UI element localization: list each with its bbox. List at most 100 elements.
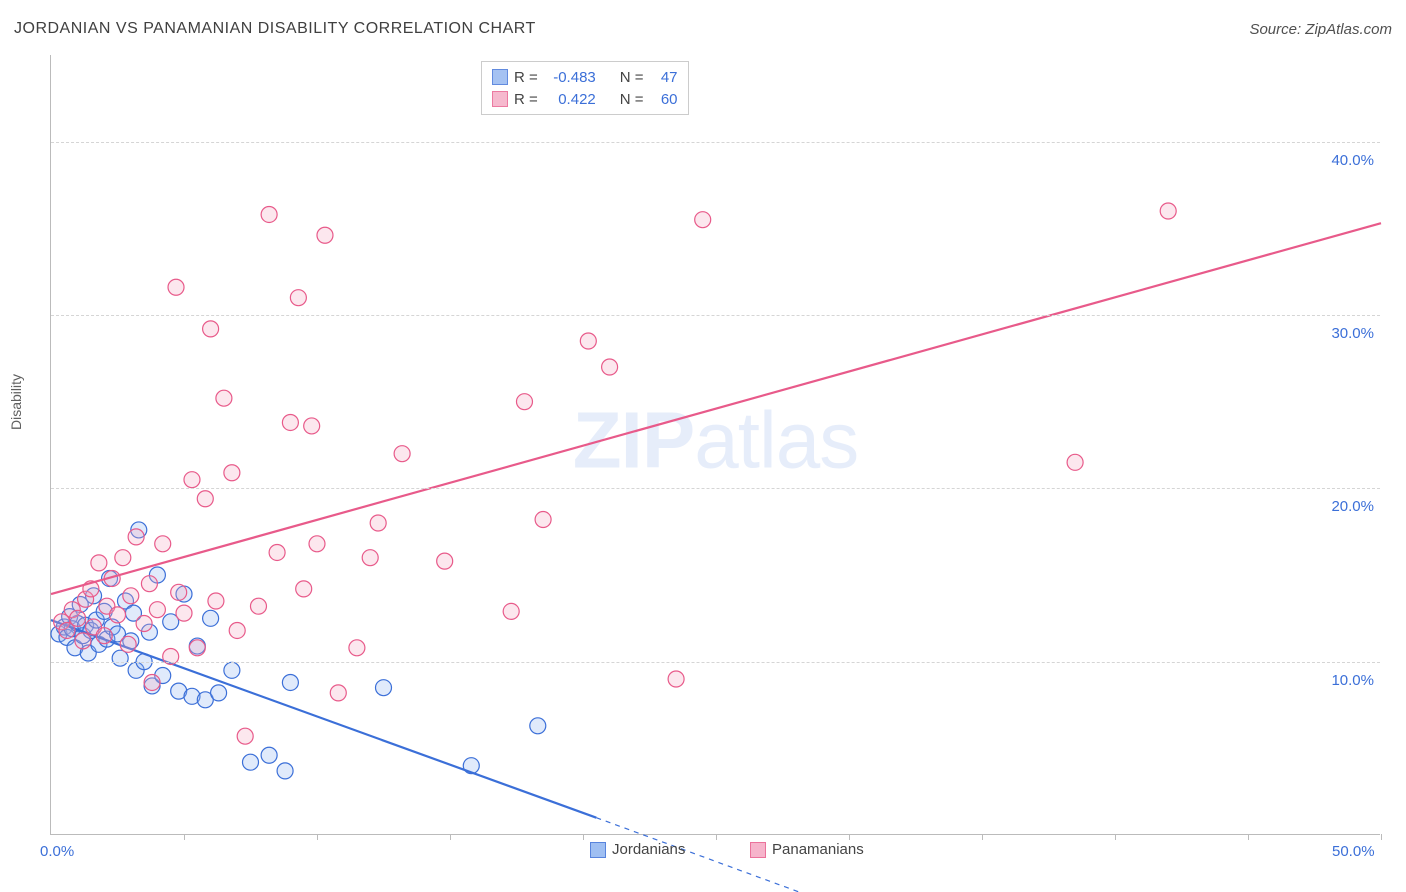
x-tick xyxy=(982,834,983,840)
data-point xyxy=(155,536,171,552)
data-point xyxy=(197,491,213,507)
legend-swatch xyxy=(590,842,606,858)
data-point xyxy=(203,321,219,337)
legend-item: Jordanians xyxy=(590,841,685,858)
legend-swatch xyxy=(492,69,508,85)
x-tick-label: 0.0% xyxy=(40,843,74,860)
data-point xyxy=(535,512,551,528)
x-tick xyxy=(716,834,717,840)
r-value: -0.483 xyxy=(544,69,596,86)
x-tick xyxy=(317,834,318,840)
data-point xyxy=(376,680,392,696)
y-tick-label: 10.0% xyxy=(1331,672,1374,689)
data-point xyxy=(189,640,205,656)
n-value: 47 xyxy=(650,69,678,86)
x-tick xyxy=(450,834,451,840)
data-point xyxy=(269,544,285,560)
stats-row: R = 0.422 N = 60 xyxy=(492,88,678,110)
data-point xyxy=(224,662,240,678)
gridline xyxy=(51,315,1380,316)
data-point xyxy=(394,446,410,462)
data-point xyxy=(168,279,184,295)
r-label: R = xyxy=(514,69,538,86)
r-value: 0.422 xyxy=(544,91,596,108)
correlation-stats-box: R = -0.483 N = 47 R = 0.422 N = 60 xyxy=(481,61,689,115)
x-tick xyxy=(1381,834,1382,840)
legend-swatch xyxy=(750,842,766,858)
data-point xyxy=(120,636,136,652)
r-label: R = xyxy=(514,91,538,108)
chart-area: ZIPatlas 10.0%20.0%30.0%40.0%R =-0.483N … xyxy=(50,55,1380,835)
data-point xyxy=(128,529,144,545)
data-point xyxy=(91,555,107,571)
legend-item: Panamanians xyxy=(750,841,864,858)
n-value: 60 xyxy=(650,91,678,108)
data-point xyxy=(141,576,157,592)
trend-line xyxy=(51,223,1381,594)
n-label: N = xyxy=(620,91,644,108)
data-point xyxy=(237,728,253,744)
data-point xyxy=(229,622,245,638)
data-point xyxy=(261,747,277,763)
data-point xyxy=(75,633,91,649)
data-point xyxy=(171,584,187,600)
data-point xyxy=(112,650,128,666)
data-point xyxy=(96,628,112,644)
x-tick xyxy=(184,834,185,840)
data-point xyxy=(70,610,86,626)
data-point xyxy=(243,754,259,770)
data-point xyxy=(176,605,192,621)
x-tick xyxy=(583,834,584,840)
data-point xyxy=(224,465,240,481)
data-point xyxy=(370,515,386,531)
x-tick xyxy=(849,834,850,840)
stats-row: R = -0.483 N = 47 xyxy=(492,66,678,88)
y-tick-label: 20.0% xyxy=(1331,498,1374,515)
x-tick xyxy=(1248,834,1249,840)
data-point xyxy=(602,359,618,375)
y-tick-label: 30.0% xyxy=(1331,325,1374,342)
data-point xyxy=(304,418,320,434)
x-tick xyxy=(1115,834,1116,840)
data-point xyxy=(208,593,224,609)
gridline xyxy=(51,662,1380,663)
data-point xyxy=(309,536,325,552)
chart-title: JORDANIAN VS PANAMANIAN DISABILITY CORRE… xyxy=(14,20,536,38)
data-point xyxy=(296,581,312,597)
data-point xyxy=(115,550,131,566)
data-point xyxy=(261,206,277,222)
scatter-plot xyxy=(51,55,1381,835)
data-point xyxy=(216,390,232,406)
data-point xyxy=(362,550,378,566)
data-point xyxy=(282,414,298,430)
data-point xyxy=(149,602,165,618)
data-point xyxy=(203,610,219,626)
chart-source: Source: ZipAtlas.com xyxy=(1249,21,1392,38)
x-tick-label: 50.0% xyxy=(1332,843,1375,860)
data-point xyxy=(668,671,684,687)
y-tick-label: 40.0% xyxy=(1331,152,1374,169)
data-point xyxy=(1160,203,1176,219)
data-point xyxy=(110,607,126,623)
data-point xyxy=(123,588,139,604)
plot-region: ZIPatlas 10.0%20.0%30.0%40.0%R =-0.483N … xyxy=(50,55,1380,835)
legend-swatch xyxy=(492,91,508,107)
data-point xyxy=(437,553,453,569)
data-point xyxy=(330,685,346,701)
data-point xyxy=(250,598,266,614)
data-point xyxy=(282,674,298,690)
data-point xyxy=(1067,454,1083,470)
data-point xyxy=(317,227,333,243)
data-point xyxy=(580,333,596,349)
gridline xyxy=(51,142,1380,143)
data-point xyxy=(503,603,519,619)
data-point xyxy=(695,212,711,228)
data-point xyxy=(211,685,227,701)
n-label: N = xyxy=(620,69,644,86)
data-point xyxy=(136,616,152,632)
data-point xyxy=(516,394,532,410)
data-point xyxy=(290,290,306,306)
data-point xyxy=(349,640,365,656)
data-point xyxy=(144,674,160,690)
chart-header: JORDANIAN VS PANAMANIAN DISABILITY CORRE… xyxy=(14,20,1392,38)
